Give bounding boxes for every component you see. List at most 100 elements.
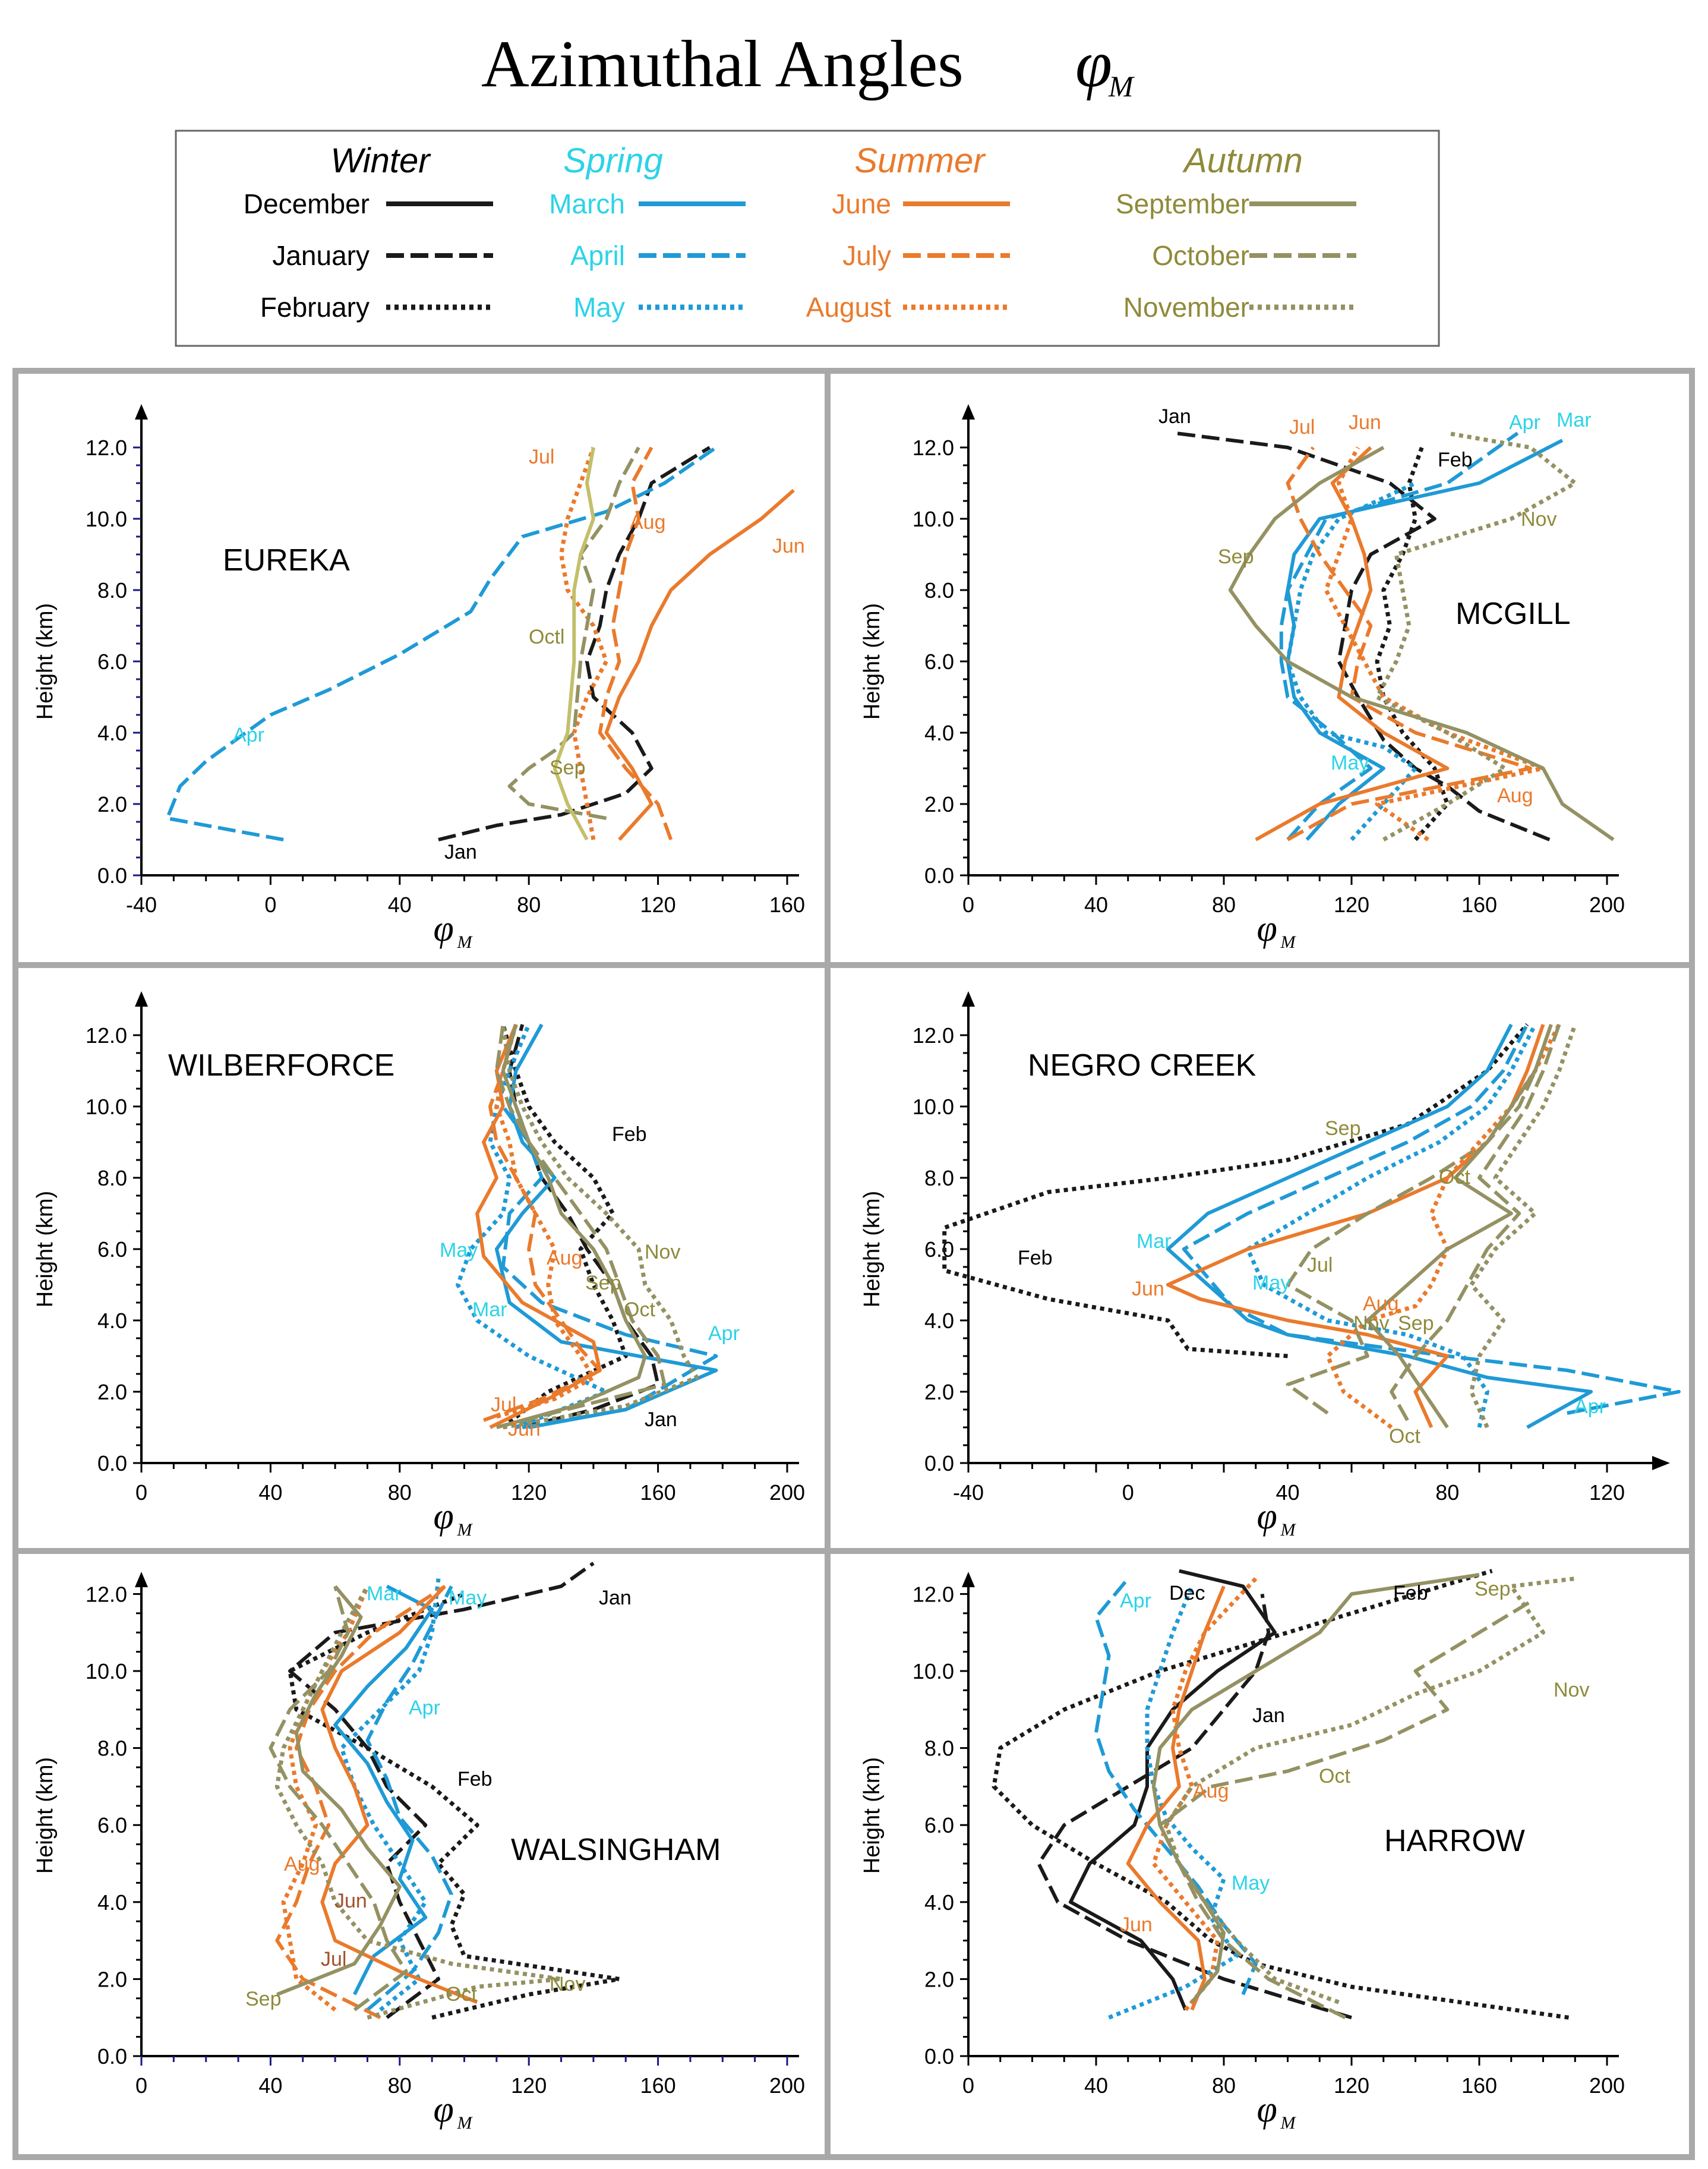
y-axis-arrow <box>135 991 148 1007</box>
x-tick-label: 160 <box>640 1480 676 1505</box>
annotation-apr: Apr <box>708 1322 740 1345</box>
annotation-oct: Oct <box>446 1983 477 2006</box>
x-axis-label: φ <box>1257 2089 1277 2130</box>
series-line-nov-dotted <box>1469 1023 1577 1429</box>
series-line-apr-dashed <box>165 446 718 841</box>
annotation-sep: Sep <box>1218 546 1254 568</box>
annotation-feb: Feb <box>1438 449 1473 471</box>
y-tick-label: 4.0 <box>97 721 127 745</box>
y-tick-label: 0.0 <box>924 2044 954 2069</box>
x-tick-label: 200 <box>769 1480 805 1505</box>
x-tick-label: 0 <box>1122 1480 1134 1505</box>
legend-label-may: May <box>573 292 625 323</box>
series-line-jun-solid <box>320 1585 478 2004</box>
panel-title: NEGRO CREEK <box>1028 1048 1256 1083</box>
series-line-feb-dotted <box>501 1024 628 1429</box>
annotation-apr: Apr <box>1574 1395 1606 1418</box>
y-axis-arrow <box>962 991 975 1007</box>
x-axis-label: φ <box>1257 1496 1277 1537</box>
title-subscript: M <box>1108 70 1135 103</box>
y-tick-label: 6.0 <box>924 650 954 674</box>
series-line-apr-dashed <box>365 1585 453 2012</box>
series-line-sep-dashed <box>507 446 640 820</box>
x-tick-label: 40 <box>1084 893 1108 917</box>
x-axis-label: φ <box>434 1496 454 1537</box>
x-tick-label: 80 <box>517 893 541 917</box>
annotation-jan: Jan <box>599 1587 632 1609</box>
annotation-may: May <box>449 1587 487 1609</box>
legend-label-december: December <box>244 188 370 219</box>
annotation-aug: Aug <box>1497 784 1533 807</box>
x-axis-label-sub: M <box>457 1520 473 1540</box>
annotation-jun: Jun <box>772 535 805 557</box>
annotation-nov: Nov <box>1353 1312 1389 1335</box>
annotation-sep: Sep <box>1475 1578 1511 1600</box>
x-tick-label: 40 <box>388 893 412 917</box>
legend-box <box>175 130 1440 347</box>
annotation-apr: Apr <box>409 1697 440 1719</box>
legend-label-october: October <box>1152 240 1249 271</box>
chart-harrow: 0.0 2.0 4.0 6.0 8.0 10.0 12.0 0 40 80 120 160 200 Hei… <box>860 1569 1625 2133</box>
chart-wilberforce: 0.0 2.0 4.0 6.0 8.0 10.0 12.0 0 40 80 120 160 200 Hei… <box>33 991 805 1540</box>
panel-title: MCGILL <box>1456 597 1571 631</box>
annotation-jun: Jun <box>334 1890 367 1912</box>
annotation-jul: Jul <box>321 1948 346 1971</box>
y-tick-label: 2.0 <box>97 1380 127 1404</box>
legend-season-winter: Winter <box>330 141 431 180</box>
legend-season-spring: Spring <box>563 141 663 180</box>
annotation-mar: Mar <box>472 1298 507 1321</box>
series-line-jul-dashed <box>1286 1024 1553 1415</box>
y-tick-label: 0.0 <box>924 863 954 888</box>
y-tick-label: 10.0 <box>86 1659 127 1684</box>
series-line-sep-solid <box>496 1024 647 1429</box>
x-tick-label: 80 <box>1435 1480 1459 1505</box>
x-axis-label-sub: M <box>457 2113 473 2133</box>
panels: 0.0 2.0 4.0 6.0 8.0 10.0 12.0 -40 0 40 80 120 160 Hei… <box>12 368 1695 2160</box>
series-line-jan-dashed <box>1037 1593 1352 2020</box>
y-tick-label: 6.0 <box>924 1237 954 1262</box>
legend-season-autumn: Autumn <box>1182 141 1303 180</box>
y-axis-arrow <box>135 1572 148 1587</box>
series-line-aug-dotted <box>494 1024 596 1419</box>
x-tick-label: 0 <box>962 893 974 917</box>
y-tick-label: 0.0 <box>97 2044 127 2069</box>
series-line-feb-dotted <box>942 1023 1529 1358</box>
x-tick-label: 40 <box>258 2073 282 2098</box>
y-tick-label: 12.0 <box>913 1582 954 1606</box>
y-tick-label: 12.0 <box>86 436 127 460</box>
x-tick-label: 160 <box>1461 893 1497 917</box>
x-tick-label: 0 <box>962 2073 974 2098</box>
series-line-oct-dashed <box>494 1024 667 1429</box>
x-axis-label: φ <box>434 2089 454 2130</box>
annotation-sep: Sep <box>1325 1117 1361 1140</box>
y-axis-label: Height (km) <box>33 1191 58 1307</box>
series-line-oct-solid <box>553 447 595 841</box>
annotation-aug: Aug <box>630 511 666 534</box>
annotation-mar: Mar <box>1136 1230 1172 1253</box>
series-line-jan-dashed <box>507 1024 660 1429</box>
series-line-nov-dotted <box>274 1585 564 2020</box>
x-tick-label: 0 <box>264 893 276 917</box>
x-tick-label: 200 <box>769 2073 805 2098</box>
annotation-apr: Apr <box>233 724 264 746</box>
y-tick-label: 6.0 <box>97 650 127 674</box>
y-axis-label: Height (km) <box>860 1757 885 1874</box>
annotation-sep: Sep <box>550 756 586 779</box>
y-tick-label: 4.0 <box>924 1309 954 1333</box>
annotation-aug: Aug <box>1193 1780 1229 1802</box>
y-tick-label: 0.0 <box>924 1451 954 1476</box>
series-line-mar-solid <box>494 1023 718 1429</box>
annotation-may: May <box>440 1239 478 1262</box>
panel-title: EUREKA <box>223 543 350 578</box>
series-line-oct-dashed <box>1390 1024 1561 1421</box>
annotation-mar: Mar <box>1557 409 1592 431</box>
legend: Winter December January February Spring March… <box>175 130 1440 347</box>
y-tick-label: 8.0 <box>924 1166 954 1190</box>
annotation-jan: Jan <box>1252 1704 1285 1727</box>
title-symbol: φ <box>1075 27 1112 101</box>
x-axis-label-sub: M <box>1280 2113 1297 2133</box>
annotation-jul: Jul <box>1289 416 1315 439</box>
x-tick-label: 0 <box>135 1480 147 1505</box>
annotation-oct: Oct <box>1439 1166 1470 1188</box>
legend-label-january: January <box>272 240 370 271</box>
